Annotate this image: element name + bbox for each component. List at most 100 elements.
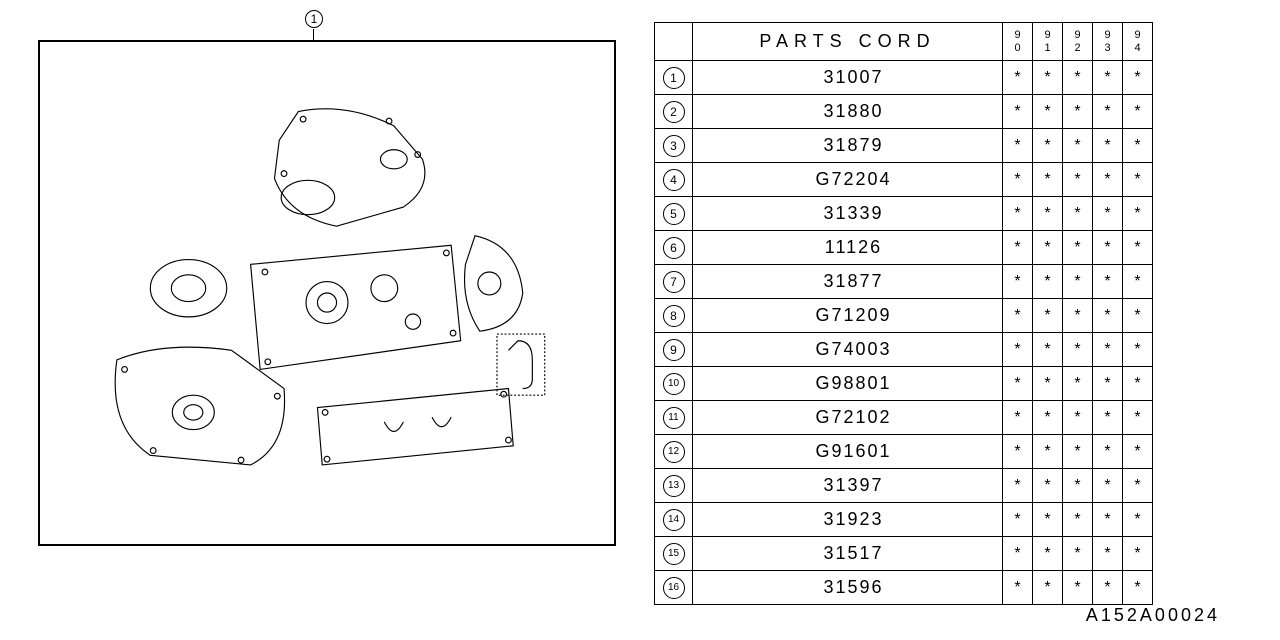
row-year-mark: *	[1033, 333, 1063, 367]
row-year-mark: *	[1063, 367, 1093, 401]
row-year-mark: *	[1093, 537, 1123, 571]
row-year-mark: *	[1123, 265, 1153, 299]
figure-code: A152A00024	[1086, 605, 1220, 626]
row-index-cell: 16	[655, 571, 693, 605]
table-row: 11G72102*****	[655, 401, 1153, 435]
row-part-code: 31877	[693, 265, 1003, 299]
row-index-circle: 13	[663, 475, 685, 497]
row-index-cell: 2	[655, 95, 693, 129]
row-year-mark: *	[1123, 367, 1153, 401]
row-part-code: G74003	[693, 333, 1003, 367]
gearbox-illustration	[90, 102, 564, 484]
row-index-cell: 13	[655, 469, 693, 503]
row-index-circle: 3	[663, 135, 685, 157]
row-year-mark: *	[1063, 265, 1093, 299]
row-year-mark: *	[1093, 299, 1123, 333]
row-year-mark: *	[1003, 367, 1033, 401]
row-year-mark: *	[1003, 163, 1033, 197]
row-year-mark: *	[1003, 401, 1033, 435]
row-part-code: 31596	[693, 571, 1003, 605]
row-index-cell: 14	[655, 503, 693, 537]
row-year-mark: *	[1033, 435, 1063, 469]
row-index-circle: 1	[663, 67, 685, 89]
row-year-mark: *	[1123, 503, 1153, 537]
row-year-mark: *	[1063, 469, 1093, 503]
row-year-mark: *	[1063, 503, 1093, 537]
row-part-code: G72102	[693, 401, 1003, 435]
table-row: 10G98801*****	[655, 367, 1153, 401]
row-index-circle: 16	[663, 577, 685, 599]
row-part-code: 11126	[693, 231, 1003, 265]
header-year-93: 93	[1093, 23, 1123, 61]
row-year-mark: *	[1033, 95, 1063, 129]
table-row: 1431923*****	[655, 503, 1153, 537]
table-body: 131007*****231880*****331879*****4G72204…	[655, 61, 1153, 605]
row-year-mark: *	[1123, 333, 1153, 367]
table-row: 9G74003*****	[655, 333, 1153, 367]
row-year-mark: *	[1093, 61, 1123, 95]
row-part-code: 31339	[693, 197, 1003, 231]
row-year-mark: *	[1063, 95, 1093, 129]
row-year-mark: *	[1123, 95, 1153, 129]
row-year-mark: *	[1033, 197, 1063, 231]
table-row: 331879*****	[655, 129, 1153, 163]
row-year-mark: *	[1063, 299, 1093, 333]
row-year-mark: *	[1063, 129, 1093, 163]
row-index-cell: 8	[655, 299, 693, 333]
row-year-mark: *	[1093, 435, 1123, 469]
row-year-mark: *	[1003, 265, 1033, 299]
row-index-cell: 5	[655, 197, 693, 231]
header-year-90: 90	[1003, 23, 1033, 61]
row-part-code: 31880	[693, 95, 1003, 129]
row-year-mark: *	[1123, 299, 1153, 333]
table-row: 12G91601*****	[655, 435, 1153, 469]
row-year-mark: *	[1093, 571, 1123, 605]
row-year-mark: *	[1003, 231, 1033, 265]
row-index-circle: 8	[663, 305, 685, 327]
row-year-mark: *	[1093, 197, 1123, 231]
row-year-mark: *	[1033, 503, 1063, 537]
row-year-mark: *	[1003, 503, 1033, 537]
row-year-mark: *	[1123, 197, 1153, 231]
row-year-mark: *	[1033, 299, 1063, 333]
row-year-mark: *	[1033, 401, 1063, 435]
table-header-row: PARTS CORD 90 91 92 93 94	[655, 23, 1153, 61]
row-index-circle: 6	[663, 237, 685, 259]
row-year-mark: *	[1063, 435, 1093, 469]
callout-leader-line	[313, 29, 314, 40]
table-row: 1531517*****	[655, 537, 1153, 571]
row-index-cell: 12	[655, 435, 693, 469]
table-row: 1631596*****	[655, 571, 1153, 605]
row-year-mark: *	[1033, 231, 1063, 265]
row-year-mark: *	[1123, 129, 1153, 163]
table-row: 1331397*****	[655, 469, 1153, 503]
row-index-cell: 7	[655, 265, 693, 299]
row-year-mark: *	[1123, 61, 1153, 95]
row-year-mark: *	[1033, 469, 1063, 503]
exploded-diagram-frame	[38, 40, 616, 546]
row-year-mark: *	[1063, 163, 1093, 197]
row-year-mark: *	[1093, 333, 1123, 367]
row-index-circle: 14	[663, 509, 685, 531]
row-part-code: G72204	[693, 163, 1003, 197]
row-part-code: 31879	[693, 129, 1003, 163]
row-index-circle: 2	[663, 101, 685, 123]
row-year-mark: *	[1123, 163, 1153, 197]
row-index-cell: 10	[655, 367, 693, 401]
row-year-mark: *	[1093, 129, 1123, 163]
row-year-mark: *	[1033, 163, 1063, 197]
row-year-mark: *	[1063, 333, 1093, 367]
row-part-code: 31517	[693, 537, 1003, 571]
row-part-code: G98801	[693, 367, 1003, 401]
row-year-mark: *	[1003, 61, 1033, 95]
row-year-mark: *	[1003, 435, 1033, 469]
row-part-code: G91601	[693, 435, 1003, 469]
row-year-mark: *	[1093, 367, 1123, 401]
row-year-mark: *	[1033, 129, 1063, 163]
row-part-code: 31923	[693, 503, 1003, 537]
gearbox-exploded-view	[90, 102, 564, 484]
row-year-mark: *	[1093, 95, 1123, 129]
row-index-cell: 6	[655, 231, 693, 265]
row-index-cell: 1	[655, 61, 693, 95]
callout-circle-1: 1	[305, 10, 323, 28]
